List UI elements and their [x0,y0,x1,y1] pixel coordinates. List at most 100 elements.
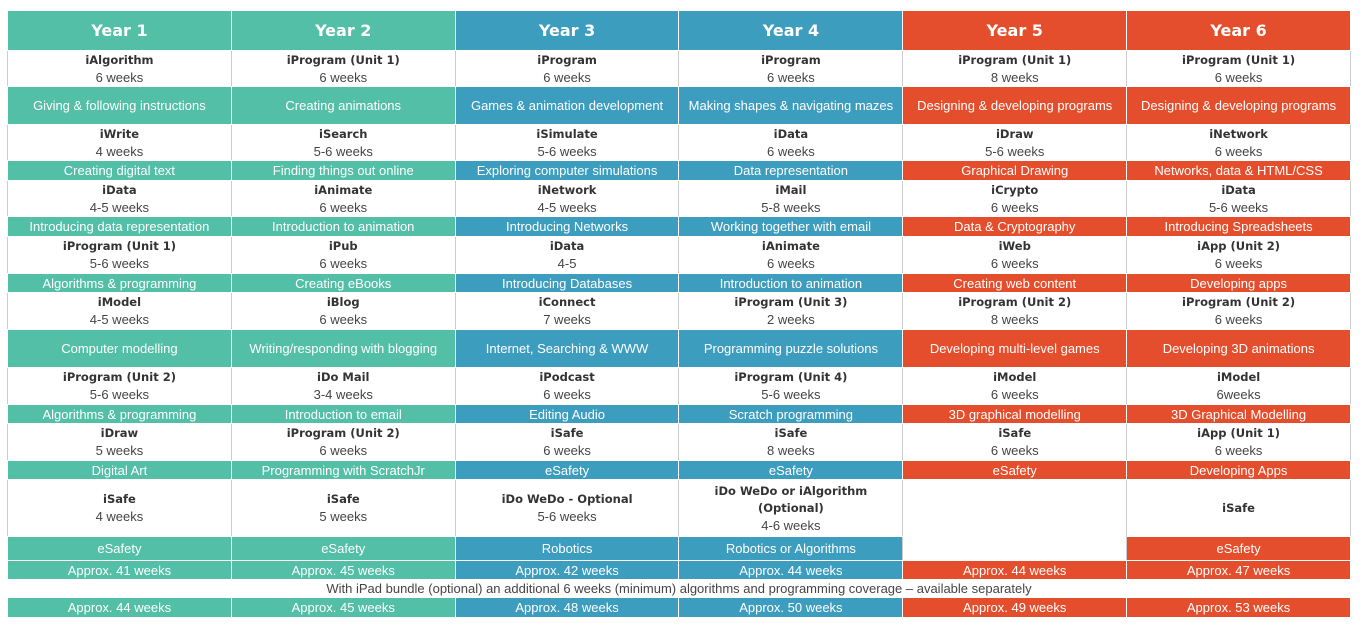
unit-cell: iProgram (Unit 4) 5-6 weeks [678,367,904,405]
unit-topic: Introducing Spreadsheets [1126,216,1351,237]
unit-topic: Data representation [678,160,904,181]
unit-name: iData [102,182,137,197]
unit-weeks: 6 weeks [319,256,368,271]
total-weeks: Approx. 41 weeks [7,560,232,580]
unit-cell: iModel 6weeks [1126,367,1351,405]
unit-topic: Introducing Networks [454,216,680,237]
unit-name: iApp (Unit 2) [1197,239,1280,253]
unit-cell: iDo Mail 3-4 weeks [230,367,456,405]
topic-row: Algorithms & programming Introduction to … [7,404,1351,424]
unit-name: iProgram (Unit 2) [62,370,176,384]
unit-name: iModel [97,295,142,309]
empty-cell [902,479,1128,561]
unit-topic: eSafety [1126,536,1351,561]
unit-weeks: 5 weeks [319,509,368,524]
unit-row: iProgram (Unit 2) 5-6 weeks iDo Mail 3-4 we… [7,367,1351,405]
unit-name: iProgram (Unit 1) [958,52,1072,67]
unit-weeks: 6 weeks [990,256,1039,271]
unit-name: iProgram (Unit 1) [1182,52,1296,67]
unit-topic: Finding things out online [230,160,456,181]
unit-name: iApp (Unit 1) [1197,426,1280,440]
total-weeks-ipad: Approx. 49 weeks [902,597,1128,618]
unit-cell: iSafe 6 weeks [902,423,1128,461]
unit-weeks: 6 weeks [767,256,815,271]
unit-topic: Developing Apps [1126,460,1351,480]
tot-row: Approx. 41 weeks Approx. 45 weeks Approx. … [7,560,1351,580]
unit-row: iProgram (Unit 1) 5-6 weeks iPub 6 weeks iDa… [7,236,1351,274]
unit-name: iProgram (Unit 2) [958,295,1072,309]
unit-name: iProgram (Unit 3) [734,295,848,309]
unit-cell: iData 4-5 weeks [7,180,232,217]
unit-weeks: 4-5 weeks [537,199,597,215]
unit-topic: Introduction to animation [230,216,456,237]
unit-weeks: 4-6 weeks [761,517,821,533]
unit-topic: eSafety [7,536,232,561]
unit-name: iNetwork [537,182,597,197]
unit-cell: iSearch 5-6 weeks [230,124,456,161]
unit-weeks: 5-6 weeks [761,387,821,402]
unit-cell: iAlgorithm 6 weeks [7,50,232,87]
topic-row: eSafety eSafety Robotics Robotics or Algori… [7,536,1351,561]
unit-cell: iProgram (Unit 2) 6 weeks [230,423,456,461]
unit-row: iData 4-5 weeks iAnimate 6 weeks iNetwork 4-5… [7,180,1351,217]
note-row: With iPad bundle (optional) an additiona… [7,579,1351,598]
unit-name: iData [1221,182,1256,197]
unit-cell: iDraw 5 weeks [7,423,232,461]
unit-cell: iSimulate 5-6 weeks [454,124,680,161]
unit-weeks: 7 weeks [543,312,591,327]
unit-weeks: 6 weeks [990,443,1039,458]
unit-weeks: 4 weeks [95,509,144,524]
unit-topic: Algorithms & programming [7,273,232,293]
unit-weeks: 6 weeks [543,443,591,458]
unit-cell: iModel 4-5 weeks [7,292,232,330]
unit-cell: iSafe 5 weeks [230,479,456,537]
unit-name: iWrite [99,126,140,141]
unit-weeks: 6 weeks [990,387,1039,402]
unit-name: iProgram [537,52,597,67]
year-header: Year 2 [230,10,456,51]
total-weeks: Approx. 44 weeks [902,560,1128,580]
unit-weeks: 4-5 weeks [89,199,150,215]
unit-weeks: 4-5 [557,256,577,271]
unit-topic: eSafety [678,460,904,480]
unit-cell: iMail 5-8 weeks [678,180,904,217]
topic-row: Creating digital text Finding things out … [7,160,1351,181]
unit-cell: iConnect 7 weeks [454,292,680,330]
unit-topic: Creating animations [230,86,456,125]
total-weeks-ipad: Approx. 45 weeks [230,597,456,618]
unit-cell: iPub 6 weeks [230,236,456,274]
unit-name: iAlgorithm [85,52,154,67]
unit-cell: iAnimate 6 weeks [678,236,904,274]
unit-name: iDraw [100,426,139,440]
unit-topic: Games & animation development [454,86,680,125]
unit-topic: Computer modelling [7,329,232,368]
unit-name: iBlog [326,295,360,309]
curriculum-table: Year 1 Year 2 Year 3 Year 4 Year 5 Year 6 iAlg… [7,10,1351,618]
unit-topic: Introducing Databases [454,273,680,293]
unit-topic: eSafety [454,460,680,480]
unit-weeks: 6 weeks [767,69,815,85]
unit-topic: Designing & developing programs [902,86,1128,125]
unit-topic: Developing apps [1126,273,1351,293]
unit-row: iSafe 4 weeks iSafe 5 weeks iDo WeDo - Optio… [7,479,1351,561]
unit-weeks: 6 weeks [319,443,368,458]
unit-topic: Robotics [454,536,680,561]
unit-cell: iCrypto 6 weeks [902,180,1128,217]
unit-cell: iProgram (Unit 1) 5-6 weeks [7,236,232,274]
unit-topic: Developing 3D animations [1126,329,1351,368]
unit-cell: iNetwork 6 weeks [1126,124,1351,161]
topic-row: Digital Art Programming with ScratchJr eSa… [7,460,1351,480]
unit-weeks: 6 weeks [319,312,368,327]
tot-row: Approx. 44 weeks Approx. 45 weeks Approx. … [7,597,1351,618]
unit-topic: Creating digital text [7,160,232,181]
unit-weeks: 6 weeks [1214,443,1263,458]
unit-name: iDo WeDo - Optional [501,492,633,506]
unit-name: iModel [1216,370,1261,384]
unit-topic: 3D Graphical Modelling [1126,404,1351,424]
unit-topic: Networks, data & HTML/CSS [1126,160,1351,181]
unit-name: iPodcast [539,370,595,384]
unit-name: iProgram (Unit 1) [286,52,400,67]
unit-weeks: 5-6 weeks [537,143,597,159]
unit-cell: iSafe [1126,479,1351,537]
